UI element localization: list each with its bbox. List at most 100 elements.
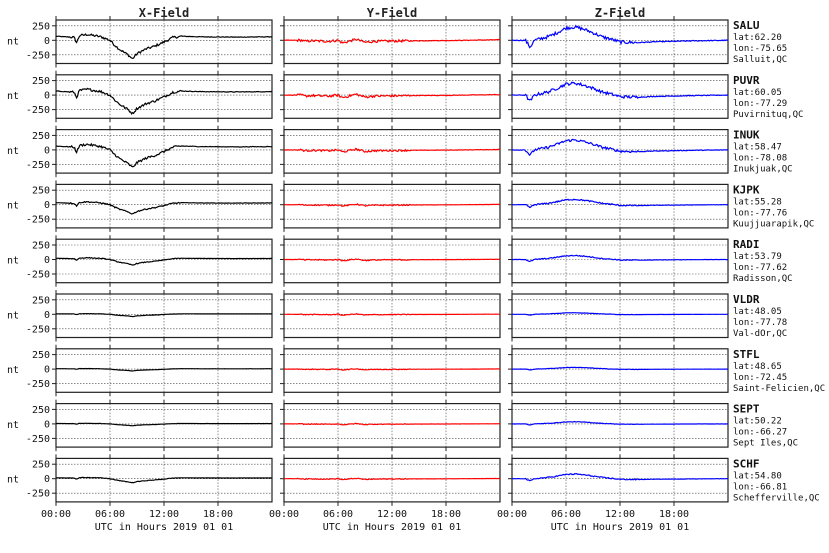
series-line-y-field [283, 313, 500, 317]
y-tick-label: 0 [44, 310, 50, 321]
y-tick-label: 0 [44, 145, 50, 156]
x-axis-label: UTC in Hours 2019 01 01 [323, 522, 461, 533]
station-lon: lon:-77.29 [733, 99, 787, 109]
station-lon: lon:-78.08 [733, 154, 787, 164]
station-lat: lat:53.79 [733, 252, 782, 262]
station-place: Val-dOr,QC [733, 329, 787, 339]
y-axis-label: nt [7, 146, 19, 157]
y-tick-label: -250 [26, 324, 50, 335]
series-line-z-field [511, 81, 729, 101]
station-place: Schefferville,QC [733, 493, 820, 503]
panel-schf-y-field [280, 454, 501, 506]
series-line-y-field [283, 422, 501, 426]
station-lon: lon:-75.65 [733, 44, 787, 54]
y-tick-label: 250 [32, 186, 50, 197]
station-lat: lat:48.05 [733, 307, 782, 317]
panel-inuk-z-field [508, 125, 729, 178]
y-tick-label: 0 [44, 474, 50, 485]
x-axis-label: UTC in Hours 2019 01 01 [95, 522, 233, 533]
station-lat: lat:48.65 [733, 362, 782, 372]
y-tick-label: -250 [26, 215, 50, 226]
panel-puvr-x-field: 250 0 -250 [26, 70, 273, 123]
panel-sept-x-field: 250 0 -250 [26, 399, 273, 452]
column-title-0: X-Field [139, 6, 190, 20]
panel-salu-z-field [508, 16, 729, 68]
series-line-z-field [511, 24, 729, 49]
panel-vldr-y-field [280, 290, 501, 342]
station-place: Sept Iles,QC [733, 439, 798, 449]
panel-inuk-y-field [280, 125, 501, 178]
series-line-z-field [512, 420, 728, 426]
column-title-1: Y-Field [367, 6, 418, 20]
y-tick-label: -250 [26, 489, 50, 500]
series-line-y-field [283, 147, 501, 153]
column-title-2: Z-Field [595, 6, 646, 20]
y-axis-label: nt [7, 420, 19, 431]
series-line-z-field [512, 311, 728, 316]
station-lat: lat:62.20 [733, 33, 782, 43]
series-line-z-field [511, 472, 728, 482]
station-code: RADI [733, 238, 760, 251]
station-place: Radisson,QC [733, 274, 793, 284]
station-code: SCHF [733, 457, 760, 470]
y-axis-label: nt [7, 91, 19, 102]
panel-stfl-x-field: 250 0 -250 [26, 344, 273, 397]
panel-kjpk-z-field [508, 180, 729, 232]
panel-sept-z-field [508, 399, 729, 452]
series-line-z-field [511, 254, 728, 263]
y-tick-label: 250 [32, 131, 50, 142]
station-lat: lat:54.80 [733, 471, 782, 481]
station-place: Salluit,QC [733, 55, 787, 65]
station-code: VLDR [733, 293, 760, 306]
y-axis-label: nt [7, 201, 19, 212]
station-lat: lat:60.05 [733, 88, 782, 98]
series-line-x-field [55, 33, 273, 60]
panel-kjpk-y-field [280, 180, 501, 232]
series-line-x-field [55, 142, 273, 168]
series-line-y-field [283, 38, 501, 44]
x-tick-label: 00:00 [269, 509, 299, 520]
station-lon: lon:-66.27 [733, 428, 787, 438]
x-tick-label: 12:00 [605, 509, 635, 520]
station-lat: lat:50.22 [733, 417, 782, 427]
station-code: INUK [733, 129, 760, 142]
series-line-y-field [283, 368, 501, 371]
y-axis-label: nt [7, 310, 19, 321]
y-axis-label: nt [7, 365, 19, 376]
station-lon: lon:-72.45 [733, 373, 787, 383]
station-place: Inukjuak,QC [733, 165, 793, 175]
y-axis-label: nt [7, 475, 19, 486]
station-lon: lon:-77.78 [733, 318, 787, 328]
station-lon: lon:-77.76 [733, 208, 787, 218]
y-tick-label: -250 [26, 105, 50, 116]
x-tick-label: 06:00 [323, 509, 353, 520]
series-line-y-field [284, 93, 501, 99]
station-lat: lat:58.47 [733, 143, 782, 153]
y-tick-label: 250 [32, 241, 50, 252]
y-tick-label: 250 [32, 76, 50, 87]
y-tick-label: 0 [44, 36, 50, 47]
y-tick-label: -250 [26, 270, 50, 281]
series-line-z-field [512, 138, 729, 157]
series-line-z-field [512, 366, 728, 371]
station-code: STFL [733, 348, 760, 361]
y-tick-label: 0 [44, 255, 50, 266]
panel-inuk-x-field: 250 0 -250 [26, 125, 273, 178]
panel-schf-z-field [508, 454, 729, 506]
y-tick-label: -250 [26, 434, 50, 445]
series-line-y-field [284, 258, 501, 262]
panel-salu-y-field [280, 16, 501, 68]
station-code: SALU [733, 19, 760, 32]
y-tick-label: -250 [26, 160, 50, 171]
y-tick-label: -250 [26, 50, 50, 61]
x-tick-label: 06:00 [551, 509, 581, 520]
y-tick-label: 250 [32, 460, 50, 471]
panel-radi-y-field [280, 235, 501, 287]
y-tick-label: 0 [44, 419, 50, 430]
panel-radi-x-field: 250 0 -250 [26, 235, 273, 287]
y-tick-label: 0 [44, 91, 50, 102]
station-code: SEPT [733, 403, 760, 416]
panel-puvr-z-field [508, 70, 729, 123]
series-line-y-field [283, 203, 501, 208]
y-tick-label: 0 [44, 200, 50, 211]
